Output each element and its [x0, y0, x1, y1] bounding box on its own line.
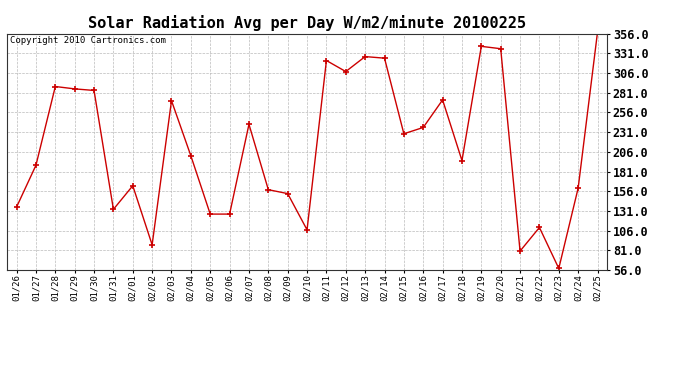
- Text: Copyright 2010 Cartronics.com: Copyright 2010 Cartronics.com: [10, 36, 166, 45]
- Title: Solar Radiation Avg per Day W/m2/minute 20100225: Solar Radiation Avg per Day W/m2/minute …: [88, 15, 526, 31]
